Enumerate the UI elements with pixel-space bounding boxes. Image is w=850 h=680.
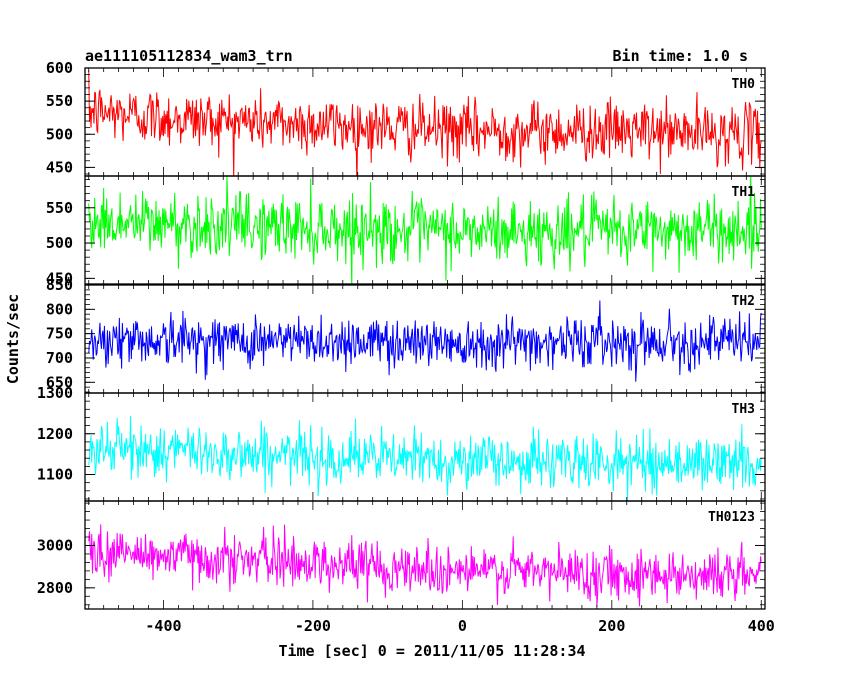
- panel-th3: 1100 1200 1300 TH3: [37, 384, 766, 502]
- x-tick-label: 400: [748, 617, 775, 635]
- y-tick-label: 450: [46, 158, 73, 176]
- panel-label: TH0: [732, 77, 756, 92]
- y-tick-label: 700: [46, 349, 73, 367]
- bin-time-label: Bin time: 1.0 s: [613, 47, 748, 65]
- panel-frame: [84, 500, 766, 610]
- y-tick-label: 800: [46, 300, 73, 318]
- y-tick-label: 2800: [37, 579, 73, 597]
- y-tick-label: 600: [46, 59, 73, 77]
- panel-label: TH3: [732, 402, 755, 417]
- y-axis-title: Counts/sec: [4, 294, 22, 384]
- panel-th2: 650 700 750 800 850 TH2: [46, 276, 766, 394]
- x-axis-title: Time [sec] 0 = 2011/11/05 11:28:34: [278, 642, 585, 660]
- panel-frame: [84, 392, 766, 502]
- y-tick-label: 3000: [37, 536, 73, 554]
- panel-label: TH0123: [708, 510, 755, 525]
- y-tick-label: 1200: [37, 425, 73, 443]
- x-tick-label: 0: [458, 617, 467, 635]
- x-tick-label: -200: [295, 617, 331, 635]
- x-tick-label: 200: [598, 617, 625, 635]
- series-line-th3: [88, 415, 762, 501]
- y-tick-label: 550: [46, 92, 73, 110]
- y-tick-label: 1100: [37, 466, 73, 484]
- chart-title: ae111105112834_wam3_trn: [85, 47, 293, 65]
- y-tick-label: 450: [46, 269, 73, 287]
- panel-th0: 450 500 550 600 TH0: [46, 59, 766, 177]
- series-line-th0123: [88, 524, 762, 607]
- panel-label: TH1: [732, 185, 756, 200]
- panel-label: TH2: [732, 294, 755, 309]
- y-tick-label: 850: [46, 276, 73, 294]
- y-tick-label: 650: [46, 373, 73, 391]
- y-tick-label: 750: [46, 325, 73, 343]
- x-axis-tick-labels: -400 -200 0 200 400: [145, 617, 774, 635]
- y-tick-label: 1300: [37, 384, 73, 402]
- series-line-th2: [88, 300, 762, 382]
- panel-frame: [84, 67, 766, 177]
- panel-frame: [84, 175, 766, 285]
- y-tick-label: 500: [46, 234, 73, 252]
- x-tick-label: -400: [145, 617, 181, 635]
- y-tick-label: 500: [46, 125, 73, 143]
- series-line-th0: [88, 70, 762, 176]
- series-line-th1: [88, 176, 762, 284]
- panel-th0123: 2800 3000 TH0123: [37, 500, 766, 610]
- panels-group: 450 500 550 600 TH0 450 500 550 TH1 650 700 750 800 8…: [37, 59, 766, 610]
- y-tick-label: 550: [46, 199, 73, 217]
- panel-th1: 450 500 550 TH1: [46, 175, 766, 287]
